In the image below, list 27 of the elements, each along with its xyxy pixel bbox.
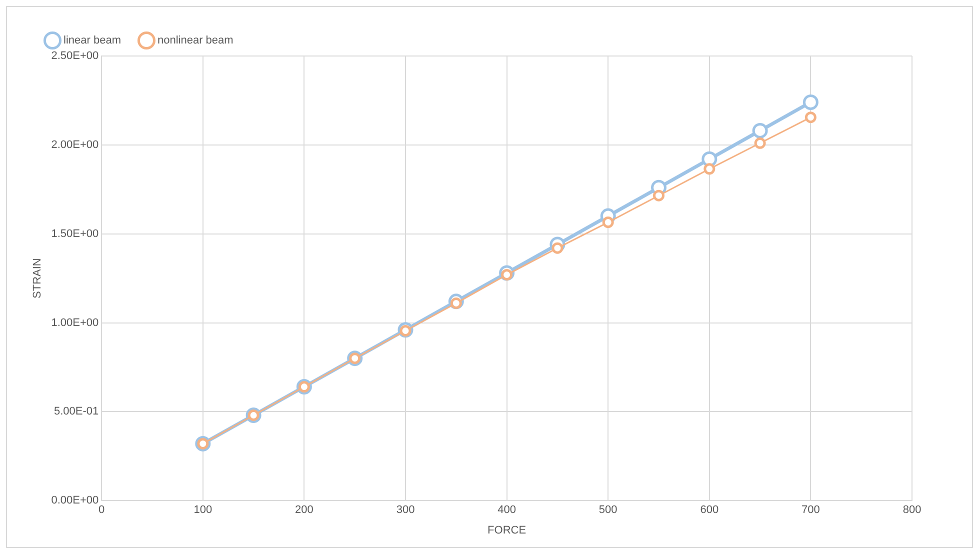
x-tick-label: 600	[700, 504, 719, 516]
point	[602, 216, 614, 228]
y-tick-label: 5.00E-01	[54, 406, 99, 418]
point	[752, 122, 768, 138]
point	[704, 163, 716, 175]
y-tick-label: 1.00E+00	[51, 316, 99, 329]
point	[804, 112, 816, 124]
point	[702, 151, 718, 167]
y-tick-label: 0.00E+00	[51, 494, 99, 507]
point	[802, 94, 818, 110]
x-axis-title: FORCE	[488, 524, 526, 536]
y-tick-label: 2.50E+00	[51, 50, 99, 62]
point	[754, 137, 766, 149]
x-tick-label: 100	[194, 504, 212, 516]
y-axis-title: STRAIN	[32, 258, 44, 298]
legend-label: linear beam	[64, 34, 121, 47]
x-tick-label: 300	[396, 504, 415, 516]
x-tick-label: 800	[902, 504, 922, 516]
x-tick-label: 400	[498, 504, 516, 516]
point	[653, 190, 664, 202]
y-tick-label: 1.50E+00	[51, 228, 99, 240]
x-tick-label: 200	[295, 504, 314, 516]
x-tick-label: 700	[802, 504, 820, 516]
legend-label: nonlinear beam	[157, 34, 234, 47]
y-tick-label: 2.00E+00	[51, 138, 99, 151]
x-tick-label: 0	[98, 504, 105, 516]
x-tick-label: 500	[598, 504, 618, 516]
